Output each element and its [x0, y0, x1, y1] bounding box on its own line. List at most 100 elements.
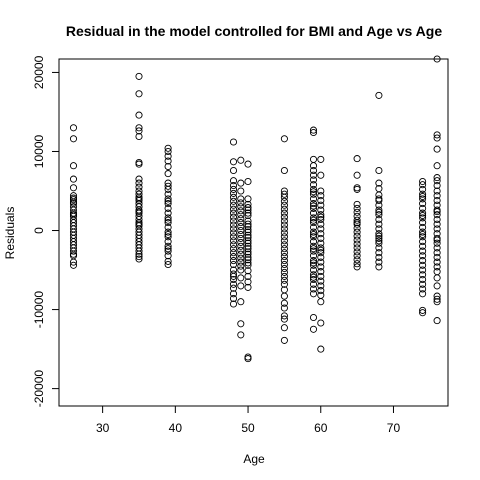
- data-point: [229, 205, 238, 213]
- data-point: [309, 271, 318, 279]
- data-point: [237, 187, 245, 195]
- data-point: [375, 239, 383, 247]
- data-point: [317, 253, 325, 261]
- data-point: [309, 181, 318, 189]
- data-point: [419, 242, 427, 250]
- data-point: [244, 256, 252, 264]
- data-point: [237, 262, 245, 270]
- data-point: [280, 272, 288, 280]
- data-point: [229, 138, 238, 146]
- data-point: [244, 355, 252, 363]
- data-point: [419, 223, 427, 231]
- data-point: [229, 193, 238, 201]
- data-point: [353, 216, 361, 224]
- data-point: [244, 177, 252, 186]
- data-point: [229, 197, 238, 205]
- x-tick-label: 30: [96, 421, 110, 435]
- data-point: [317, 319, 325, 327]
- data-point: [237, 207, 245, 215]
- data-point: [164, 170, 172, 178]
- data-point: [309, 273, 318, 281]
- data-point: [375, 211, 383, 219]
- data-point: [419, 280, 427, 288]
- data-point: [237, 250, 245, 258]
- data-point: [280, 197, 288, 205]
- data-point: [433, 253, 441, 261]
- data-point: [237, 195, 245, 203]
- data-point: [229, 272, 238, 280]
- y-tick-label: -10000: [32, 291, 46, 329]
- data-point: [69, 261, 78, 269]
- data-point: [244, 217, 252, 225]
- data-point: [433, 236, 441, 244]
- data-point: [309, 280, 318, 288]
- data-point: [309, 285, 318, 293]
- data-point: [229, 284, 238, 292]
- data-point: [419, 200, 427, 208]
- data-point: [164, 209, 172, 217]
- data-point: [229, 241, 238, 249]
- data-point: [237, 254, 245, 262]
- data-point: [317, 213, 325, 221]
- data-point: [280, 229, 288, 237]
- data-point: [353, 208, 361, 216]
- data-point: [309, 245, 318, 253]
- data-point: [135, 132, 143, 141]
- data-point: [353, 228, 361, 236]
- data-point: [280, 249, 288, 257]
- data-point: [164, 204, 172, 212]
- data-point: [309, 219, 318, 227]
- data-point: [309, 257, 318, 265]
- data-point: [244, 278, 252, 286]
- y-tick-label: 10000: [32, 134, 46, 168]
- data-point: [317, 287, 325, 295]
- data-point: [244, 261, 252, 269]
- data-point: [317, 277, 325, 285]
- data-point: [280, 253, 288, 261]
- data-point: [309, 238, 318, 246]
- data-point: [317, 291, 325, 299]
- data-point: [309, 266, 318, 274]
- data-point: [280, 257, 288, 265]
- data-point: [244, 250, 252, 258]
- data-point: [375, 249, 383, 257]
- data-point: [353, 155, 361, 163]
- data-point: [309, 200, 318, 208]
- data-point: [433, 249, 441, 257]
- data-point: [375, 179, 383, 187]
- data-point: [237, 298, 245, 306]
- data-point: [317, 268, 325, 276]
- data-point: [419, 195, 427, 203]
- data-point: [244, 220, 252, 228]
- data-point: [433, 162, 441, 170]
- data-point: [237, 215, 245, 223]
- data-point: [317, 187, 325, 195]
- data-point: [164, 200, 172, 208]
- data-point: [353, 204, 361, 212]
- data-point: [433, 239, 441, 247]
- data-point: [433, 295, 441, 303]
- data-point: [164, 152, 172, 160]
- data-point: [280, 260, 288, 269]
- data-point: [433, 225, 441, 233]
- data-point: [280, 201, 288, 209]
- data-point: [419, 209, 427, 217]
- data-point: [419, 192, 427, 201]
- data-point: [69, 198, 78, 206]
- data-point: [375, 232, 383, 240]
- data-point: [419, 219, 427, 227]
- data-point: [375, 166, 383, 175]
- data-point: [317, 272, 325, 280]
- data-point: [433, 177, 441, 185]
- data-point: [164, 216, 172, 224]
- y-tick-label: 20000: [32, 55, 46, 89]
- data-point: [433, 55, 441, 63]
- data-point: [280, 217, 288, 225]
- x-axis: 30 40 50 60 70: [96, 406, 400, 435]
- data-point: [317, 298, 325, 306]
- data-point: [375, 220, 383, 228]
- data-point: [309, 230, 318, 239]
- data-point: [433, 282, 441, 290]
- data-point: [164, 157, 172, 165]
- data-point: [353, 200, 361, 208]
